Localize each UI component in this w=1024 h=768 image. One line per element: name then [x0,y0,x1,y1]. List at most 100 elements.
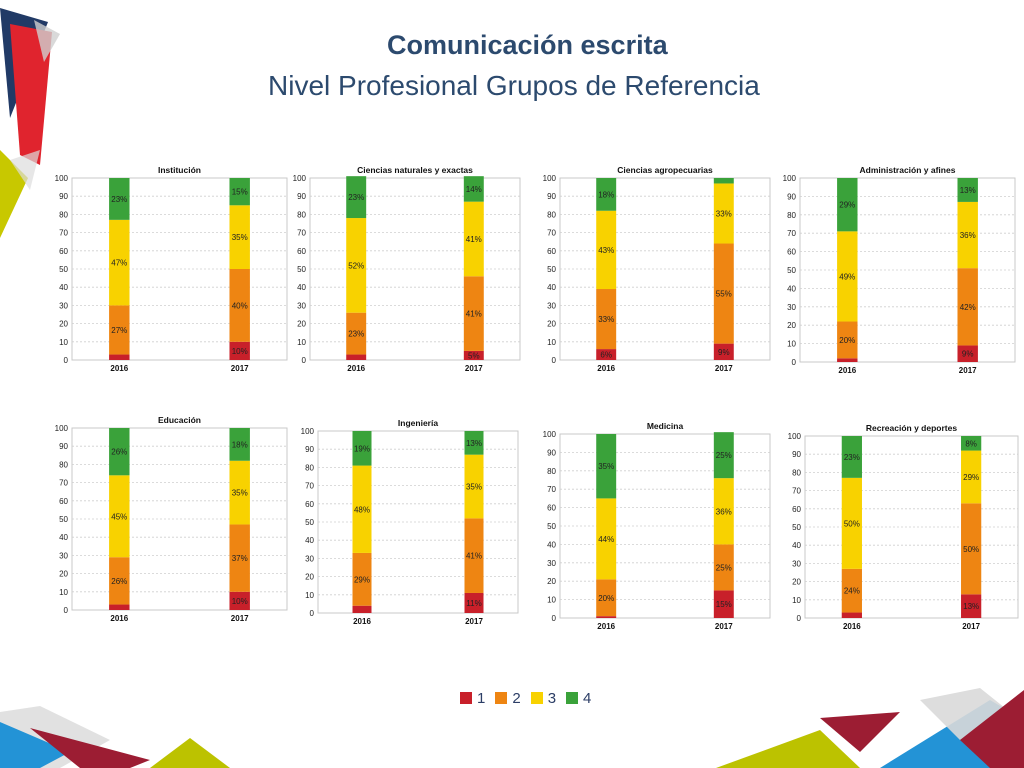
bar-segment-level-3-2017 [464,454,484,519]
data-label: 41% [466,552,482,561]
y-tick-label: 40 [305,536,314,545]
x-tick-label: 2017 [465,364,483,373]
y-tick-label: 100 [788,432,802,441]
y-tick-label: 10 [59,588,68,597]
chart-svg: Ciencias naturales y exactas 0 10 20 30 40 50 6… [293,165,521,373]
bar-segment-level-3-2016 [837,231,858,322]
y-tick-label: 50 [787,266,796,275]
bar-segment-level-2-2016 [352,552,372,606]
y-tick-label: 60 [297,247,306,256]
bar-segment-level-1-2016 [837,358,858,362]
y-tick-label: 90 [305,445,314,454]
bar-segment-level-4-2017 [464,431,484,455]
data-label: 23% [348,330,364,339]
y-tick-label: 90 [59,442,68,451]
data-label: 23% [844,453,860,462]
y-tick-label: 10 [787,340,796,349]
bar-segment-level-4-2016 [841,436,862,478]
y-tick-label: 50 [305,518,314,527]
data-label: 10% [232,347,248,356]
bar-segment-level-2-2017 [961,503,982,595]
bar-segment-level-3-2017 [229,460,250,525]
data-label: 40% [232,301,248,310]
y-tick-label: 20 [547,577,556,586]
chart-title: Ciencias agropecuarias [617,165,713,175]
x-tick-label: 2017 [715,364,733,373]
plot-area [71,177,288,361]
data-label: 14% [466,185,482,194]
bar-segment-level-3-2016 [346,218,367,313]
bar-segment-level-4-2017 [463,176,484,202]
chart-svg: Ciencias agropecuarias 0 10 20 30 40 50 60 70 80 9… [543,165,771,373]
data-label: 41% [466,310,482,319]
data-label: 26% [111,577,127,586]
data-label: 52% [348,261,364,270]
y-tick-label: 60 [547,504,556,513]
bar-segment-level-2-2017 [229,524,250,592]
bar-segment-level-1-2016 [109,354,130,360]
y-tick-label: 70 [792,487,801,496]
x-tick-label: 2017 [231,614,249,623]
y-tick-label: 50 [547,522,556,531]
y-tick-label: 30 [792,559,801,568]
bar-segment-level-1-2017 [229,591,250,610]
y-tick-label: 80 [792,468,801,477]
y-tick-label: 0 [552,356,557,365]
bar-segment-level-1-2017 [713,590,734,618]
bar-segment-level-2-2016 [837,321,858,359]
bar-segment-level-1-2017 [463,350,484,360]
data-label: 18% [598,190,614,199]
data-label: 48% [354,505,370,514]
legend-item-1: 1 [460,690,485,707]
bar-segment-level-4-2017 [961,436,982,451]
y-tick-label: 30 [547,559,556,568]
chart-svg: Educación 0 10 20 30 40 50 60 70 80 90 100 26% 45% 26%… [55,415,288,623]
chart-1: Institución 0 10 20 30 40 50 60 70 80 90 100 27% 47% 2… [50,162,291,376]
y-tick-label: 90 [547,448,556,457]
bar-segment-level-3-2016 [841,477,862,569]
y-tick-label: 70 [59,229,68,238]
chart-title: Ciencias naturales y exactas [357,165,473,175]
y-tick-label: 90 [792,450,801,459]
data-label: 23% [348,193,364,202]
y-tick-label: 30 [305,554,314,563]
y-tick-label: 20 [792,578,801,587]
chart-svg: Medicina 0 10 20 30 40 50 60 70 80 90 100 20% 44% 35% 2… [543,421,771,631]
data-label: 13% [963,602,979,611]
data-label: 47% [111,259,127,268]
bar-segment-level-2-2016 [109,557,130,605]
y-tick-label: 20 [547,320,556,329]
chart-8: Recreación y deportes 0 10 20 30 40 50 60 70 80 90… [783,420,1022,634]
y-tick-label: 100 [543,430,557,439]
y-tick-label: 90 [547,192,556,201]
bar-segment-level-2-2017 [957,268,978,346]
y-tick-label: 70 [787,229,796,238]
legend-label-4: 4 [583,689,592,707]
chart-legend: 1 2 3 4 [460,688,601,708]
data-label: 50% [963,545,979,554]
data-label: 45% [111,512,127,521]
y-tick-label: 10 [305,591,314,600]
data-label: 24% [844,587,860,596]
bar-segment-level-1-2017 [229,341,250,360]
chart-title: Medicina [647,421,684,431]
data-label: 13% [960,186,976,195]
data-label: 27% [111,326,127,335]
legend-swatch-3 [530,692,543,704]
plot-area [71,427,288,611]
y-tick-label: 30 [59,301,68,310]
y-tick-label: 20 [59,320,68,329]
data-label: 10% [232,597,248,606]
bar-segment-level-4-2017 [713,432,734,479]
bar-segment-level-3-2016 [352,465,372,553]
data-label: 26% [111,448,127,457]
bar-segment-level-3-2017 [713,478,734,545]
y-tick-label: 60 [305,500,314,509]
y-tick-label: 20 [787,321,796,330]
y-tick-label: 10 [297,338,306,347]
y-tick-label: 100 [301,427,315,436]
y-tick-label: 60 [59,247,68,256]
legend-label-3: 3 [547,689,557,707]
data-label: 5% [468,351,480,360]
